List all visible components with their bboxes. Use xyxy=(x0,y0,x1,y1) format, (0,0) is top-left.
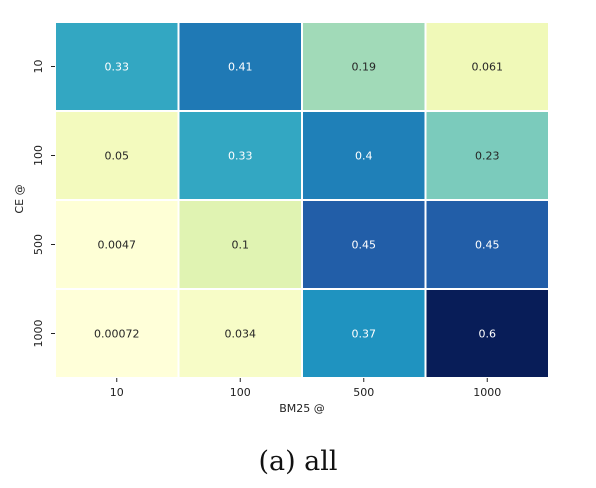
cell-value-label: 0.4 xyxy=(355,150,373,163)
cell-value-label: 0.0047 xyxy=(98,239,137,252)
heatmap-cell xyxy=(424,199,550,290)
y-tick-label: 1000 xyxy=(32,320,45,348)
cell-value-label: 0.05 xyxy=(105,150,130,163)
x-axis-ticks: 10 100 500 1000 xyxy=(110,378,501,399)
cell-value-label: 0.19 xyxy=(352,61,377,74)
x-tick-label: 1000 xyxy=(473,386,501,399)
cell-value-label: 0.45 xyxy=(475,239,500,252)
x-tick-label: 10 xyxy=(110,386,124,399)
heatmap-cell xyxy=(424,288,550,379)
cell-value-label: 0.1 xyxy=(232,239,250,252)
figure-caption: (a) all xyxy=(258,446,338,477)
y-tick-label: 500 xyxy=(32,234,45,255)
cell-value-label: 0.00072 xyxy=(94,328,140,341)
heatmap-cells: 0.33 0.41 0.19 0.061 0.05 0.33 0.4 0.23 0.0047 0.… xyxy=(54,21,550,379)
x-tick-label: 100 xyxy=(230,386,251,399)
heatmap-cell xyxy=(424,21,550,112)
cell-value-label: 0.33 xyxy=(105,61,130,74)
heatmap-cell xyxy=(177,199,303,290)
heatmap-cell xyxy=(177,21,303,112)
y-tick-label: 100 xyxy=(32,145,45,166)
cell-value-label: 0.45 xyxy=(352,239,377,252)
cell-value-label: 0.41 xyxy=(228,61,253,74)
x-axis-label: BM25 @ xyxy=(279,402,325,415)
heatmap-chart: 0.33 0.41 0.19 0.061 0.05 0.33 0.4 0.23 0.0047 0.… xyxy=(13,21,550,415)
heatmap-cell xyxy=(177,110,303,201)
cell-value-label: 0.061 xyxy=(472,61,504,74)
cell-value-label: 0.6 xyxy=(479,328,497,341)
cell-value-label: 0.37 xyxy=(352,328,377,341)
cell-value-label: 0.33 xyxy=(228,150,253,163)
heatmap-cell xyxy=(424,110,550,201)
y-axis-ticks: 10 100 500 1000 xyxy=(32,60,55,348)
heatmap-cell xyxy=(177,288,303,379)
heatmap-cell xyxy=(301,21,427,112)
cell-value-label: 0.034 xyxy=(225,328,257,341)
y-tick-label: 10 xyxy=(32,60,45,74)
y-axis-label: CE @ xyxy=(13,184,26,213)
heatmap-cell xyxy=(54,21,180,112)
x-tick-label: 500 xyxy=(353,386,374,399)
cell-value-label: 0.23 xyxy=(475,150,500,163)
